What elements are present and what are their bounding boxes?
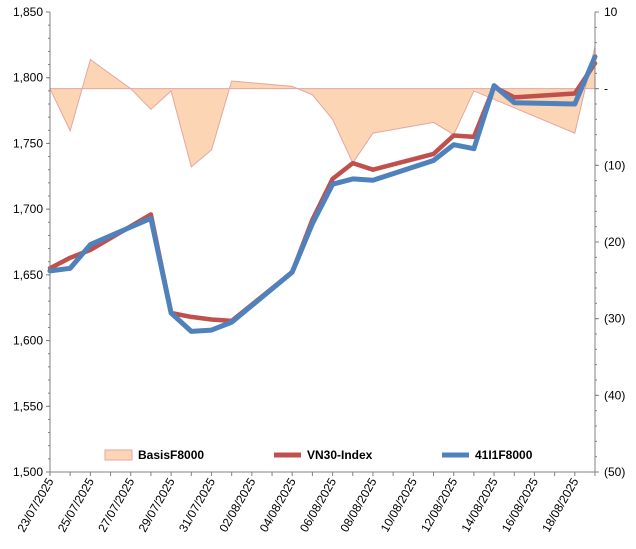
x-tick-label: 02/08/2025 (216, 475, 258, 534)
left-tick-label: 1,800 (13, 71, 43, 85)
legend-label: VN30-Index (307, 448, 373, 462)
series-lines-layer (47, 54, 598, 334)
x-tick-label: 25/07/2025 (55, 475, 97, 534)
right-tick-label: (50) (604, 465, 625, 479)
right-tick-label: - (604, 82, 608, 96)
x-tick-label: 29/07/2025 (136, 475, 178, 534)
right-tick-label: (40) (604, 388, 625, 402)
legend-swatch-basis (104, 449, 133, 461)
right-tick-label: (20) (604, 235, 625, 249)
x-tick-label: 08/08/2025 (337, 475, 379, 534)
left-tick-label: 1,750 (13, 136, 43, 150)
x-tick-label: 04/08/2025 (257, 475, 299, 534)
legend: BasisF8000 VN30-Index 41I1F8000 (104, 448, 533, 462)
x-tick-label: 12/08/2025 (418, 475, 460, 534)
x-tick-label: 18/08/2025 (539, 475, 581, 534)
left-tick-label: 1,550 (13, 399, 43, 413)
left-tick-label: 1,650 (13, 268, 43, 282)
x-tick-label: 16/08/2025 (499, 475, 541, 534)
left-tick-label: 1,500 (13, 465, 43, 479)
right-tick-label: (30) (604, 312, 625, 326)
x-tick-label: 06/08/2025 (297, 475, 339, 534)
right-tick-label: 10 (604, 5, 618, 19)
x-tick-label: 27/07/2025 (95, 475, 137, 534)
left-tick-label: 1,700 (13, 202, 43, 216)
right-tick-label: (10) (604, 158, 625, 172)
x-tick-label: 14/08/2025 (459, 475, 501, 534)
legend-label: BasisF8000 (138, 448, 204, 462)
x-tick-label: 10/08/2025 (378, 475, 420, 534)
x-tick-label: 23/07/2025 (14, 475, 56, 534)
legend-label: 41I1F8000 (475, 448, 533, 462)
x-tick-label: 31/07/2025 (176, 475, 218, 534)
basis-area-layer (49, 46, 596, 168)
left-tick-label: 1,850 (13, 5, 43, 19)
41i1f8000-line (47, 54, 598, 334)
left-tick-label: 1,600 (13, 334, 43, 348)
basis-outline (49, 46, 596, 168)
